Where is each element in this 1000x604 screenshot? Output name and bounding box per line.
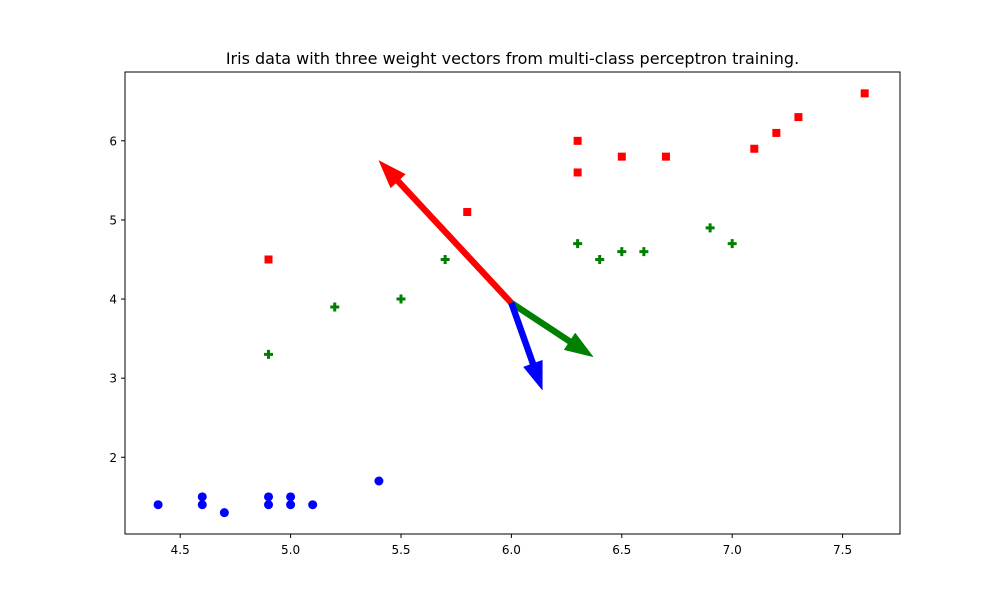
scatter-point-square <box>772 128 781 137</box>
y-tick-label: 4 <box>109 293 117 307</box>
scatter-point-circle <box>286 500 296 510</box>
scatter-point-square <box>661 152 670 161</box>
y-tick-label: 6 <box>109 134 117 148</box>
scatter-point-plus <box>264 349 274 359</box>
x-tick-label: 6.5 <box>612 543 631 557</box>
scatter-point-square <box>573 168 582 177</box>
x-tick-label: 5.5 <box>391 543 410 557</box>
scatter-point-plus <box>573 239 583 249</box>
scatter-point-plus <box>639 247 649 257</box>
scatter-point-circle <box>308 500 318 510</box>
scatter-point-square <box>264 255 273 264</box>
y-tick-label: 3 <box>109 372 117 386</box>
chart-title: Iris data with three weight vectors from… <box>226 49 799 68</box>
scatter-point-square <box>860 89 869 98</box>
scatter-point-plus <box>440 254 450 264</box>
x-tick-label: 6.0 <box>502 543 521 557</box>
plot-area <box>153 89 869 518</box>
x-tick-label: 7.5 <box>833 543 852 557</box>
scatter-point-circle <box>286 492 296 502</box>
scatter-point-plus <box>396 294 406 304</box>
scatter-point-circle <box>153 500 163 510</box>
scatter-point-circle <box>197 500 207 510</box>
y-tick-label: 5 <box>109 213 117 227</box>
scatter-point-circle <box>264 500 274 510</box>
scatter-point-plus <box>727 239 737 249</box>
x-tick-label: 5.0 <box>281 543 300 557</box>
scatter-point-plus <box>617 247 627 257</box>
weight-vector-arrow <box>378 160 514 306</box>
scatter-point-square <box>750 144 759 153</box>
scatter-point-plus <box>705 223 715 233</box>
axes-frame <box>124 71 901 535</box>
x-tick-label: 7.0 <box>723 543 742 557</box>
scatter-point-circle <box>374 476 384 486</box>
scatter-point-square <box>794 113 803 122</box>
scatter-point-square <box>463 208 472 217</box>
x-tick-label: 4.5 <box>171 543 190 557</box>
scatter-point-circle <box>197 492 207 502</box>
axes: 4.5 5.0 5.5 6.0 6.5 7.0 7.5 2 3 4 5 6 <box>109 134 852 557</box>
weight-vector-arrow <box>509 300 594 358</box>
y-tick-label: 2 <box>109 451 117 465</box>
scatter-point-square <box>617 152 626 161</box>
scatter-point-plus <box>595 254 605 264</box>
scatter-point-circle <box>264 492 274 502</box>
scatter-point-plus <box>330 302 340 312</box>
scatter-point-circle <box>219 508 229 518</box>
weight-vector-arrow <box>508 301 543 391</box>
scatter-point-square <box>573 136 582 145</box>
